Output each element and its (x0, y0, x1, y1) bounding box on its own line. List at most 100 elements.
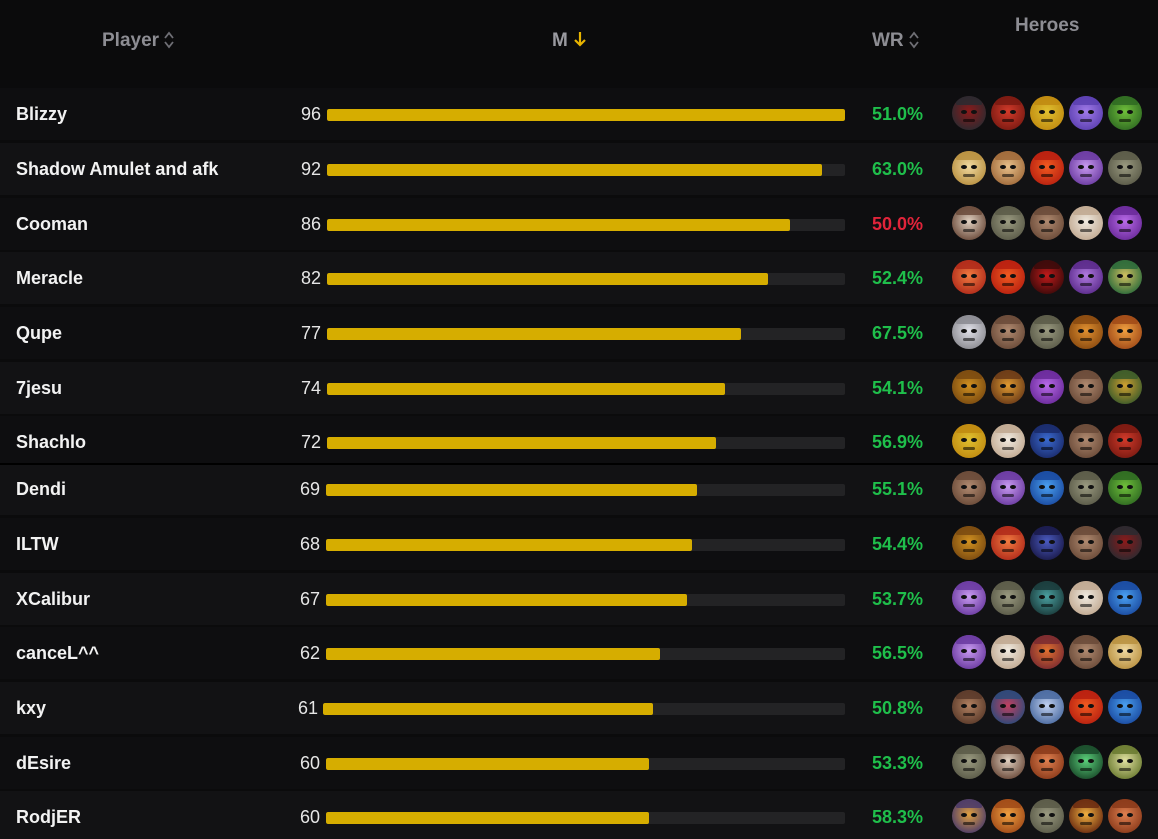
sort-unsorted-icon[interactable] (908, 30, 920, 50)
night-stalker-icon[interactable] (1030, 424, 1064, 458)
brewmaster-icon[interactable] (1069, 315, 1103, 349)
player-name[interactable]: Shadow Amulet and afk (16, 159, 219, 179)
wr-column-header[interactable]: WR (872, 28, 920, 54)
templar-icon[interactable] (1030, 526, 1064, 560)
faceless-icon[interactable] (952, 635, 986, 669)
gyrocopter-icon[interactable] (1108, 370, 1142, 404)
tiny-icon[interactable] (1030, 315, 1064, 349)
player-name[interactable]: Dendi (16, 479, 67, 499)
ember-spirit-icon[interactable] (1069, 690, 1103, 724)
player-name[interactable]: 7jesu (16, 378, 63, 398)
table-row[interactable]: Dendi 69 55.1% (0, 463, 1158, 515)
faceless-void-icon[interactable] (1108, 206, 1142, 240)
keeper-of-the-light-icon[interactable] (952, 151, 986, 185)
sort-unsorted-icon[interactable] (163, 30, 175, 50)
table-row[interactable]: Shadow Amulet and afk 92 63.0% (0, 143, 1158, 195)
clinkz-icon[interactable] (991, 370, 1025, 404)
morphling-icon[interactable] (1030, 471, 1064, 505)
vengeful-icon[interactable] (1030, 690, 1064, 724)
tiny-icon[interactable] (991, 581, 1025, 615)
doom-icon[interactable] (1108, 526, 1142, 560)
tiny-icon[interactable] (1108, 151, 1142, 185)
faceless-icon[interactable] (1069, 151, 1103, 185)
m-column-header[interactable]: M (552, 28, 588, 54)
pudge-icon[interactable] (1069, 635, 1103, 669)
table-row[interactable]: RodjER 60 58.3% (0, 791, 1158, 839)
tiny-icon[interactable] (952, 745, 986, 779)
lina-icon[interactable] (991, 526, 1025, 560)
pudge-icon[interactable] (952, 471, 986, 505)
table-row[interactable]: 7jesu 74 54.1% (0, 362, 1158, 414)
venomancer-icon[interactable] (1108, 96, 1142, 130)
player-name[interactable]: dEsire (16, 753, 72, 773)
rubick-icon[interactable] (1108, 260, 1142, 294)
ember-spirit-icon[interactable] (991, 260, 1025, 294)
pudge-icon[interactable] (1069, 424, 1103, 458)
faceless-icon[interactable] (952, 581, 986, 615)
pudge-icon[interactable] (1069, 526, 1103, 560)
keeper-of-the-light-icon[interactable] (1108, 635, 1142, 669)
lycan-icon[interactable] (952, 315, 986, 349)
player-name[interactable]: kxy (16, 698, 47, 718)
player-name[interactable]: RodjER (16, 807, 81, 827)
batrider-icon[interactable] (1030, 635, 1064, 669)
alchemist-icon[interactable] (952, 526, 986, 560)
pudge-icon[interactable] (1030, 206, 1064, 240)
dark-willow-icon[interactable] (952, 799, 986, 833)
faceless-icon[interactable] (991, 471, 1025, 505)
ember-spirit-icon[interactable] (1030, 151, 1064, 185)
bane-icon[interactable] (1069, 260, 1103, 294)
table-row[interactable]: kxy 61 50.8% (0, 682, 1158, 734)
axe-icon[interactable] (991, 96, 1025, 130)
windranger-icon[interactable] (1108, 315, 1142, 349)
slark-icon[interactable] (991, 690, 1025, 724)
phoenix-icon[interactable] (1069, 799, 1103, 833)
windranger-icon[interactable] (991, 799, 1025, 833)
zeus-icon[interactable] (1069, 206, 1103, 240)
marci-icon[interactable] (1030, 745, 1064, 779)
table-row[interactable]: Qupe 77 67.5% (0, 307, 1158, 359)
void-icon[interactable] (1069, 96, 1103, 130)
tinker-icon[interactable] (952, 206, 986, 240)
doom-icon[interactable] (952, 96, 986, 130)
shadow-fiend-icon[interactable] (1030, 260, 1064, 294)
tiny-icon[interactable] (1069, 471, 1103, 505)
morphling-icon[interactable] (1108, 690, 1142, 724)
lina-icon[interactable] (952, 260, 986, 294)
juggernaut-icon[interactable] (1030, 96, 1064, 130)
zeus-icon[interactable] (991, 424, 1025, 458)
table-row[interactable]: Shachlo 72 56.9% (0, 416, 1158, 468)
player-name[interactable]: Meracle (16, 268, 84, 288)
table-row[interactable]: ILTW 68 54.4% (0, 518, 1158, 570)
player-name[interactable]: Shachlo (16, 432, 87, 452)
player-column-header[interactable]: Player (102, 28, 175, 54)
table-row[interactable]: XCalibur 67 53.7% (0, 573, 1158, 625)
kunkka-icon[interactable] (952, 690, 986, 724)
zeus-icon[interactable] (1069, 581, 1103, 615)
venomancer-icon[interactable] (1108, 471, 1142, 505)
axe-icon[interactable] (1108, 424, 1142, 458)
player-name[interactable]: ILTW (16, 534, 59, 554)
player-name[interactable]: Qupe (16, 323, 63, 343)
tinker-icon[interactable] (991, 745, 1025, 779)
tiny-icon[interactable] (991, 206, 1025, 240)
table-row[interactable]: canceL^^ 62 56.5% (0, 627, 1158, 679)
morphling-icon[interactable] (1108, 581, 1142, 615)
table-row[interactable]: Meracle 82 52.4% (0, 252, 1158, 304)
faceless-void-icon[interactable] (1030, 370, 1064, 404)
zeus-icon[interactable] (991, 635, 1025, 669)
invoker-icon[interactable] (991, 151, 1025, 185)
spectre-icon[interactable] (1030, 581, 1064, 615)
pudge-icon[interactable] (991, 315, 1025, 349)
alchemist-icon[interactable] (952, 370, 986, 404)
player-name[interactable]: Cooman (16, 214, 88, 234)
table-row[interactable]: Blizzy 96 51.0% (0, 88, 1158, 140)
player-name[interactable]: XCalibur (16, 589, 91, 609)
tiny-icon[interactable] (1030, 799, 1064, 833)
pudge-icon[interactable] (1069, 370, 1103, 404)
sort-descending-icon[interactable] (572, 29, 588, 49)
necrophos-icon[interactable] (1069, 745, 1103, 779)
table-row[interactable]: Cooman 86 50.0% (0, 198, 1158, 250)
table-row[interactable]: dEsire 60 53.3% (0, 737, 1158, 789)
juggernaut-icon[interactable] (952, 424, 986, 458)
